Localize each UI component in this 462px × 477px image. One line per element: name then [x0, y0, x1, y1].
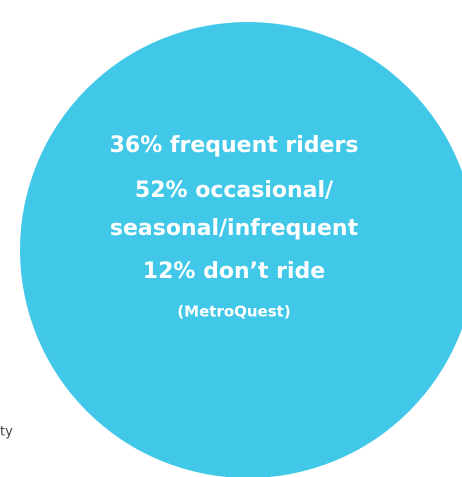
- circle: [20, 22, 462, 477]
- stat-line: seasonal/infrequent: [110, 216, 359, 241]
- stat-line: 36% frequent riders: [110, 133, 359, 158]
- cropped-text: ty: [0, 425, 13, 440]
- stat-line: 12% don’t ride: [143, 259, 325, 284]
- source: (MetroQuest): [177, 303, 290, 321]
- stat-line: 52% occasional/: [135, 178, 334, 203]
